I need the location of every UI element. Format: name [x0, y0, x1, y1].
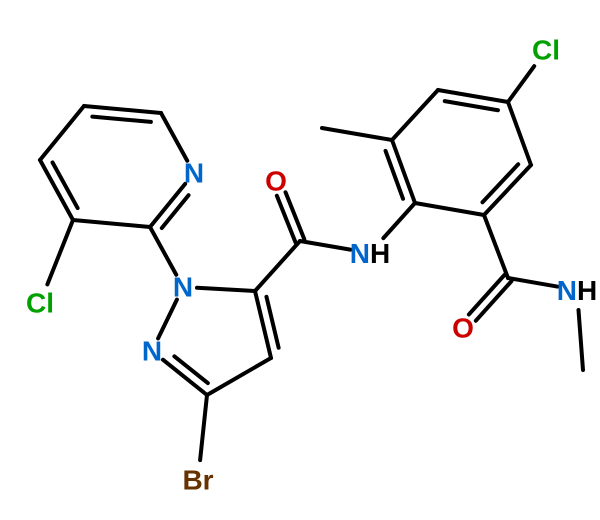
atom-label-N5: N	[184, 158, 204, 189]
atom-label-O2: O	[265, 166, 287, 197]
atom-label-N4: N	[173, 272, 193, 303]
atom-label-N2: NH	[557, 275, 597, 306]
atom-label-N1: NH	[350, 238, 390, 269]
atom-label-Cl2: Cl	[26, 288, 54, 319]
atom-label-Br1: Br	[182, 465, 213, 496]
atom-label-Cl1: Cl	[532, 35, 560, 66]
atom-label-N3: N	[142, 336, 162, 367]
molecule-diagram: Cl NH O NH O Br N N N Cl	[0, 0, 600, 520]
atom-label-O1: O	[452, 313, 474, 344]
